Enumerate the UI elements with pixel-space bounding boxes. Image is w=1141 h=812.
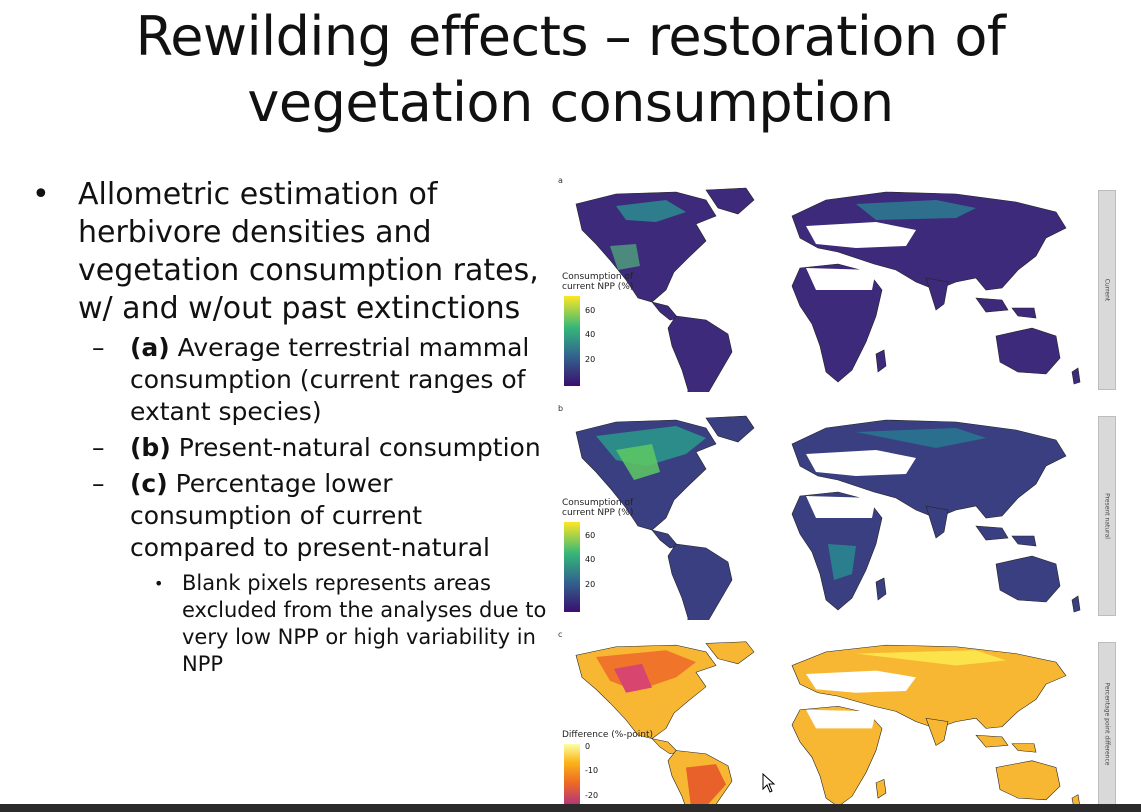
legend-a-tick-60: 60	[585, 306, 596, 315]
dash-icon: –	[92, 469, 105, 498]
legend-c-tick-minus20: -20	[585, 791, 599, 800]
dash-icon: –	[92, 433, 105, 462]
legend-a-colorbar	[564, 296, 580, 386]
legend-a-title-line1: Consumption of	[562, 272, 634, 282]
facet-strip-a: Current	[1098, 190, 1116, 390]
sub-bullet-a-label: (a)	[130, 333, 170, 362]
slide-title: Rewilding effects – restoration of veget…	[0, 4, 1141, 136]
panel-a-letter: a	[558, 176, 563, 185]
mouse-cursor-icon	[762, 773, 776, 793]
dash-icon: –	[92, 333, 105, 362]
legend-b-tick-40: 40	[585, 555, 596, 564]
legend-b-tick-20: 20	[585, 580, 596, 589]
facet-strip-a-label: Current	[1103, 278, 1111, 302]
legend-a-title-line2: current NPP (%)	[562, 282, 634, 292]
panel-b-letter: b	[558, 404, 564, 413]
bullet-dot-icon: •	[32, 177, 50, 212]
sub-bullet-b-label: (b)	[130, 433, 171, 462]
slide-title-line2: vegetation consumption	[247, 71, 894, 134]
map-panel-b	[556, 414, 1116, 620]
legend-b-title-line2: current NPP (%)	[562, 508, 634, 518]
slide-title-line1: Rewilding effects – restoration of	[135, 5, 1006, 68]
panel-c-letter: c	[558, 630, 563, 639]
legend-a: Consumption of current NPP (%)	[562, 272, 633, 292]
legend-c-tick-0: 0	[585, 742, 591, 751]
sub-bullet-a-text: Average terrestrial mammal consumption (…	[130, 333, 530, 426]
sub-bullet-b-text: Present-natural consumption	[170, 433, 541, 462]
legend-b-tick-60: 60	[585, 531, 596, 540]
legend-b-title-line1: Consumption of	[562, 498, 634, 508]
sub-sub-bullet-note: • Blank pixels represents areas excluded…	[28, 570, 548, 678]
sub-sub-bullet-note-text: Blank pixels represents areas excluded f…	[182, 571, 547, 676]
bullet-list: • Allometric estimation of herbivore den…	[28, 176, 548, 678]
legend-b: Consumption of current NPP (%)	[562, 498, 633, 518]
bullet-main: • Allometric estimation of herbivore den…	[28, 176, 548, 328]
sub-bullet-c: – (c) Percentage lower consumption of cu…	[28, 468, 548, 564]
sub-bullet-c-label: (c)	[130, 469, 168, 498]
legend-c-title: Difference (%-point)	[562, 730, 654, 740]
facet-strip-b-label: Present natural	[1103, 493, 1111, 539]
facet-strip-c-label: Percentage point difference	[1103, 682, 1111, 766]
legend-a-tick-20: 20	[585, 355, 596, 364]
sub-bullet-c-text: Percentage lower consumption of current …	[130, 469, 490, 562]
legend-c: Difference (%-point)	[562, 730, 653, 740]
legend-c-tick-minus10: -10	[585, 766, 599, 775]
map-panel-a	[556, 186, 1116, 392]
facet-strip-c: Percentage point difference	[1098, 642, 1116, 806]
legend-a-tick-40: 40	[585, 330, 596, 339]
bullet-main-text: Allometric estimation of herbivore densi…	[78, 177, 539, 326]
map-panel-c	[556, 640, 1116, 804]
sub-bullet-a: – (a) Average terrestrial mammal consump…	[28, 332, 548, 428]
legend-b-colorbar	[564, 522, 580, 612]
bullet-dot-icon: •	[154, 574, 164, 593]
world-map-present-natural	[575, 415, 1081, 620]
bottom-bar	[0, 804, 1141, 812]
legend-c-colorbar	[564, 744, 580, 804]
sub-bullet-b: – (b) Present-natural consumption	[28, 432, 548, 464]
world-map-current	[575, 187, 1081, 392]
world-map-difference	[575, 641, 1081, 804]
facet-strip-b: Present natural	[1098, 416, 1116, 616]
